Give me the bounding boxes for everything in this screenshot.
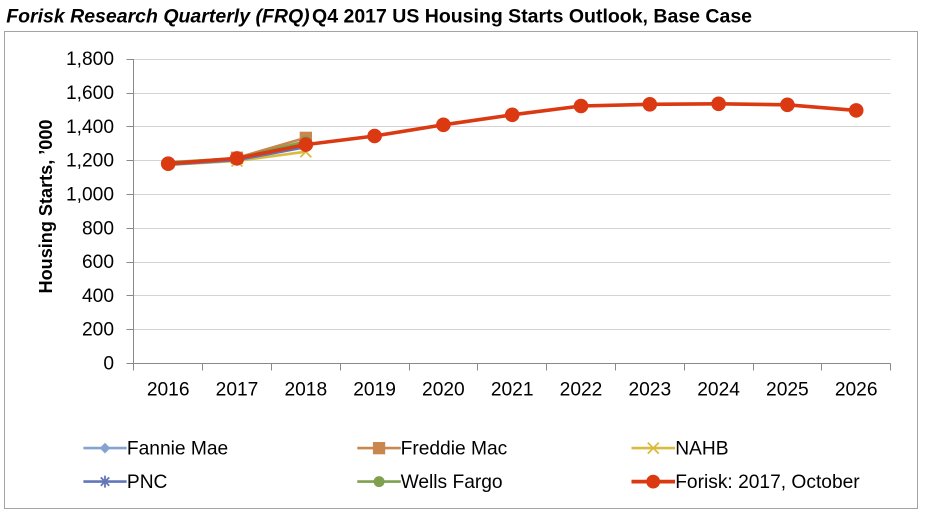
svg-text:1,000: 1,000: [66, 184, 114, 205]
svg-text:2023: 2023: [628, 379, 671, 400]
svg-text:2026: 2026: [835, 379, 878, 400]
svg-text:PNC: PNC: [127, 472, 168, 493]
svg-text:2020: 2020: [422, 379, 465, 400]
svg-text:1,800: 1,800: [66, 49, 114, 70]
svg-text:600: 600: [82, 252, 114, 273]
svg-text:2024: 2024: [697, 379, 740, 400]
svg-text:2022: 2022: [560, 379, 603, 400]
svg-text:Forisk Research Quarterly (FRQ: Forisk Research Quarterly (FRQ) Q4 2017 …: [6, 6, 752, 28]
svg-text:2019: 2019: [353, 379, 396, 400]
svg-text:Freddie Mac: Freddie Mac: [401, 439, 508, 460]
svg-text:2021: 2021: [491, 379, 534, 400]
svg-text:800: 800: [82, 218, 114, 239]
svg-text:1,600: 1,600: [66, 83, 114, 104]
svg-text:2016: 2016: [147, 379, 190, 400]
svg-text:NAHB: NAHB: [675, 439, 728, 460]
svg-text:2018: 2018: [284, 379, 327, 400]
svg-text:1,200: 1,200: [66, 151, 114, 172]
svg-text:200: 200: [82, 320, 114, 341]
svg-text:Wells Fargo: Wells Fargo: [401, 472, 503, 493]
svg-text:0: 0: [103, 354, 114, 375]
svg-text:1,400: 1,400: [66, 117, 114, 138]
svg-text:Fannie Mae: Fannie Mae: [127, 439, 228, 460]
svg-text:Housing Starts, ’000: Housing Starts, ’000: [36, 120, 56, 294]
svg-text:400: 400: [82, 286, 114, 307]
svg-text:2025: 2025: [766, 379, 809, 400]
svg-text:Forisk: 2017, October: Forisk: 2017, October: [675, 472, 860, 493]
svg-text:2017: 2017: [216, 379, 259, 400]
